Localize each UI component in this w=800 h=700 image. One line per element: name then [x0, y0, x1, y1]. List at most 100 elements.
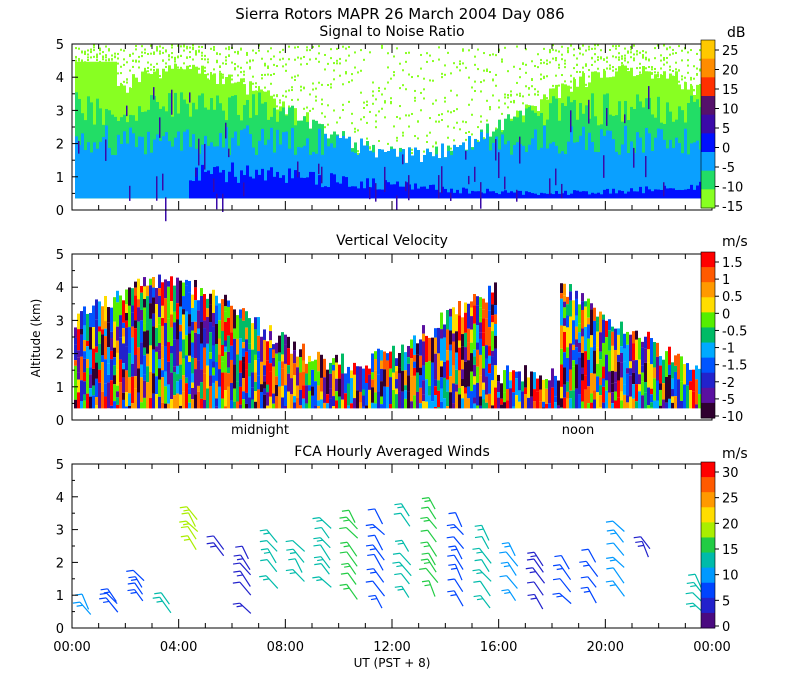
velocity-segment — [482, 368, 485, 383]
velocity-segment — [290, 394, 293, 409]
velocity-segment — [446, 406, 449, 409]
snr-speckle — [561, 45, 563, 48]
velocity-segment — [179, 351, 182, 365]
snr-speckle — [234, 67, 236, 70]
snr-column — [390, 149, 393, 199]
snr-speckle — [429, 131, 431, 134]
barb-flag — [689, 605, 696, 608]
velocity-segment — [569, 300, 572, 317]
y-tick-label: 4 — [56, 281, 64, 296]
snr-speckle — [498, 99, 500, 102]
velocity-segment — [275, 353, 278, 377]
barb-staff — [479, 580, 491, 597]
snr-column — [564, 190, 567, 199]
velocity-segment — [101, 355, 104, 363]
velocity-segment — [314, 381, 317, 406]
snr-speckle — [582, 44, 584, 47]
velocity-segment — [86, 313, 89, 341]
velocity-segment — [200, 288, 203, 296]
velocity-segment — [464, 332, 467, 348]
snr-speckle — [318, 45, 320, 48]
snr-column — [324, 186, 327, 199]
velocity-segment — [176, 374, 179, 382]
snr-speckle — [621, 57, 623, 60]
barb-flag — [424, 584, 431, 587]
snr-speckle — [138, 66, 140, 69]
snr-column — [642, 193, 645, 199]
snr-speckle — [267, 66, 269, 69]
snr-column — [579, 191, 582, 199]
velocity-segment — [572, 350, 575, 361]
snr-column — [381, 189, 384, 199]
snr-column — [237, 182, 240, 199]
velocity-segment — [188, 355, 191, 363]
wind-barb — [525, 567, 546, 584]
velocity-segment — [395, 388, 398, 395]
snr-column — [237, 145, 240, 199]
snr-speckle — [360, 69, 362, 72]
snr-column — [267, 170, 270, 199]
velocity-segment — [287, 348, 290, 366]
velocity-segment — [488, 285, 491, 311]
velocity-segment — [512, 392, 515, 407]
snr-speckle — [471, 113, 473, 116]
velocity-segment — [161, 345, 164, 359]
snr-speckle — [192, 46, 194, 49]
snr-column — [276, 129, 279, 199]
velocity-segment — [461, 317, 464, 335]
velocity-segment — [572, 390, 575, 409]
snr-speckle — [291, 98, 293, 101]
velocity-segment — [449, 308, 452, 317]
velocity-segment — [281, 361, 284, 369]
snr-speckle — [450, 89, 452, 92]
velocity-segment — [566, 296, 569, 305]
snr-speckle — [75, 56, 77, 59]
snr-speckle — [276, 105, 278, 108]
snr-speckle — [222, 73, 224, 76]
velocity-segment — [497, 397, 500, 409]
velocity-segment — [158, 317, 161, 325]
velocity-segment — [578, 357, 581, 371]
velocity-segment — [569, 369, 572, 391]
velocity-segment — [476, 382, 479, 406]
velocity-segment — [602, 378, 605, 387]
velocity-segment — [269, 331, 272, 341]
velocity-segment — [449, 330, 452, 345]
barb-flag — [259, 529, 267, 532]
snr-speckle — [168, 54, 170, 57]
velocity-segment — [254, 372, 257, 382]
velocity-segment — [356, 366, 359, 391]
snr-speckle — [120, 65, 122, 68]
snr-column — [231, 162, 234, 199]
velocity-segment — [125, 346, 128, 371]
snr-speckle — [264, 64, 266, 67]
velocity-segment — [578, 304, 581, 324]
snr-column — [552, 194, 555, 199]
snr-speckle — [177, 55, 179, 58]
snr-speckle — [171, 56, 173, 59]
velocity-segment — [620, 377, 623, 392]
velocity-segment — [227, 367, 230, 374]
snr-speckle — [381, 107, 383, 110]
snr-speckle — [81, 51, 83, 54]
snr-speckle — [294, 79, 296, 82]
velocity-segment — [293, 350, 296, 364]
velocity-segment — [137, 368, 140, 393]
velocity-segment — [203, 320, 206, 329]
velocity-segment — [455, 331, 458, 353]
snr-speckle — [549, 51, 551, 54]
velocity-segment — [629, 361, 632, 369]
velocity-segment — [77, 392, 80, 409]
velocity-segment — [149, 318, 152, 346]
snr-column — [285, 182, 288, 199]
velocity-segment — [338, 396, 341, 409]
velocity-segment — [191, 382, 194, 389]
snr-speckle — [453, 62, 455, 65]
barb-flag — [289, 551, 297, 555]
velocity-segment — [305, 403, 308, 409]
velocity-segment — [161, 318, 164, 326]
snr-speckle — [351, 112, 353, 115]
snr-speckle — [426, 60, 428, 63]
snr-speckle — [315, 95, 317, 98]
snr-speckle — [153, 68, 155, 71]
